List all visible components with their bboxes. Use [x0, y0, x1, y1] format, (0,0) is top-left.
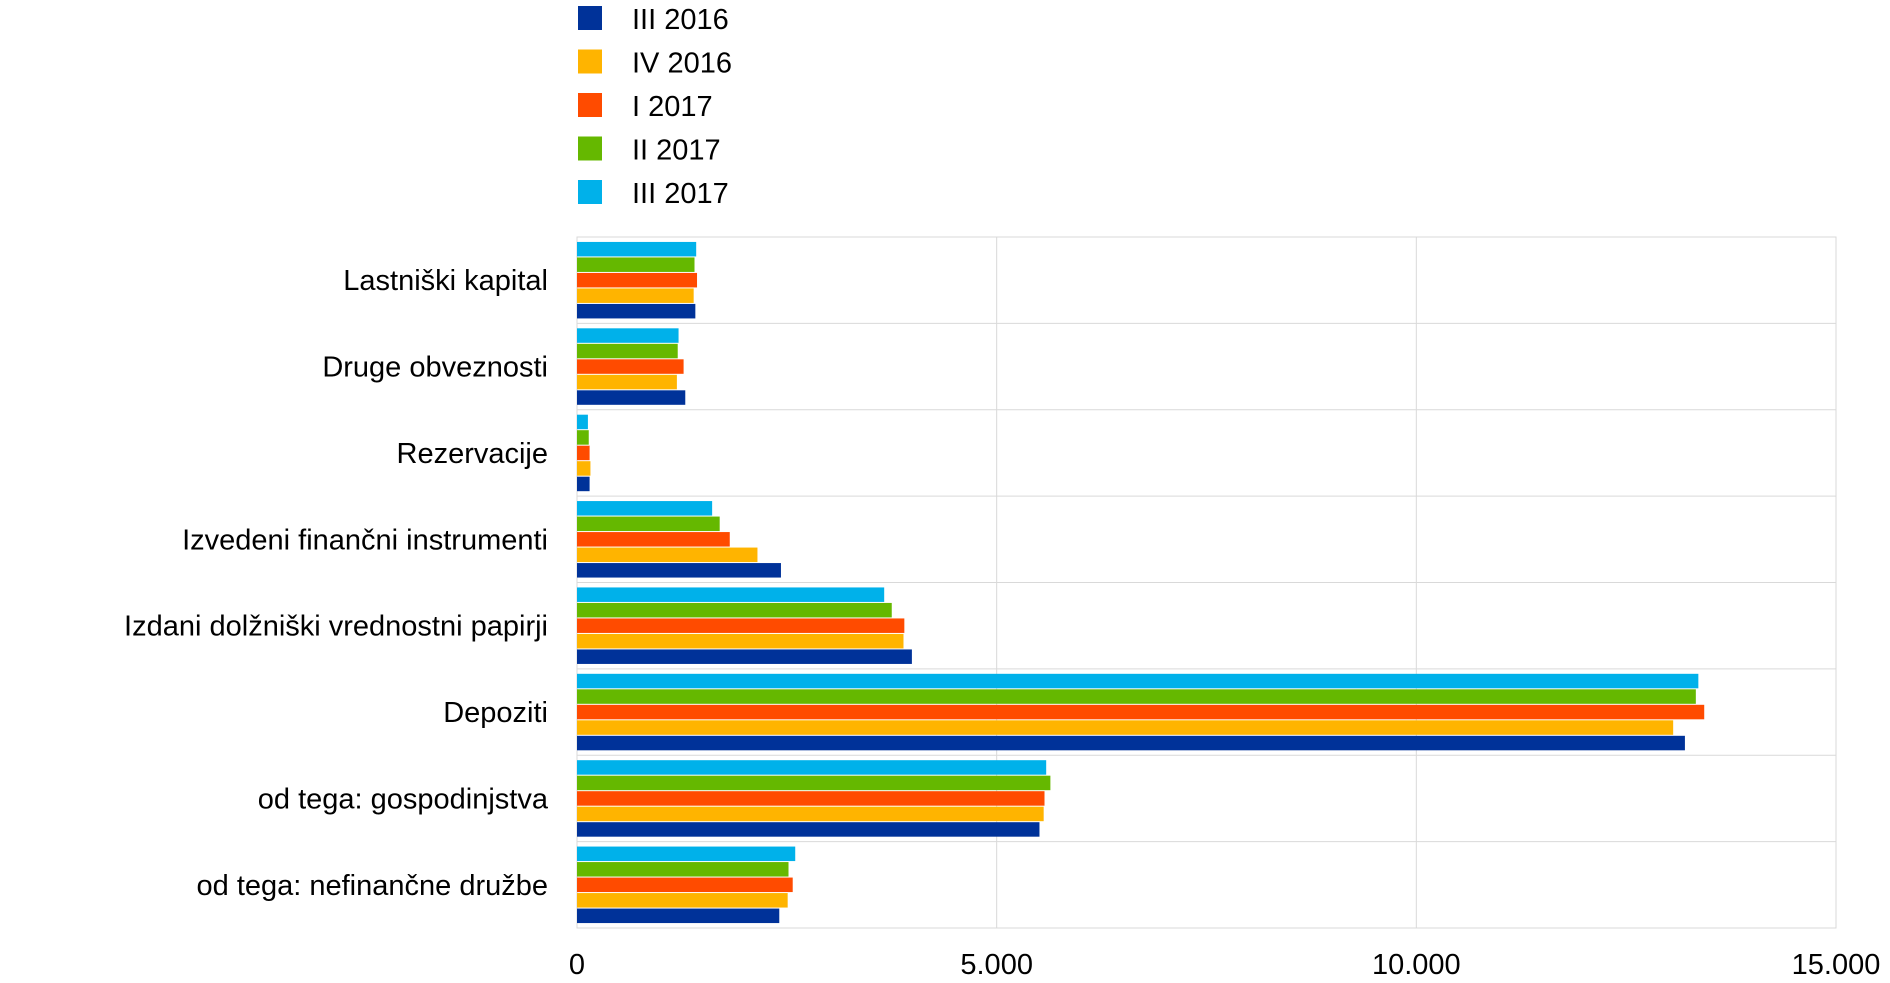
legend-label: IV 2016: [632, 48, 732, 80]
bar: [577, 257, 695, 272]
bar: [577, 893, 788, 908]
legend-label: III 2017: [632, 178, 729, 210]
bar: [577, 563, 781, 578]
bar: [577, 328, 679, 343]
bar: [577, 461, 591, 476]
y-tick-label: Izvedeni finančni instrumenti: [182, 524, 548, 556]
bar: [577, 587, 885, 602]
bar: [577, 689, 1696, 704]
bar: [577, 374, 677, 390]
bar: [577, 241, 697, 257]
bar: [577, 303, 696, 319]
bar: [577, 704, 1705, 720]
legend-label: III 2016: [632, 4, 729, 36]
legend-swatch: [578, 49, 602, 74]
bar: [577, 822, 1040, 837]
legend-swatch: [578, 180, 602, 204]
x-tick-label: 15.000: [1792, 949, 1881, 981]
y-tick-label: Izdani dolžniški vrednostni papirji: [124, 611, 548, 643]
legend-swatch: [578, 93, 602, 117]
bar: [577, 516, 720, 532]
y-tick-label: Depoziti: [443, 697, 548, 729]
x-tick-label: 5.000: [960, 949, 1033, 981]
legend-swatch: [578, 136, 602, 161]
bar: [577, 775, 1051, 791]
y-tick-label: od tega: gospodinjstva: [258, 783, 549, 815]
bar: [577, 649, 912, 664]
bar: [577, 501, 713, 516]
bar: [577, 862, 789, 877]
bar: [577, 343, 678, 359]
bar: [577, 760, 1047, 775]
legend-label: I 2017: [632, 91, 713, 123]
bar: [577, 735, 1685, 751]
bar: [577, 272, 698, 288]
bar: [577, 806, 1044, 822]
legend: III 2016 IV 2016 I 2017 II 2017 III 2017: [578, 4, 732, 210]
y-tick-label: Rezervacije: [397, 438, 549, 470]
bar: [577, 633, 904, 649]
y-tick-label: Druge obveznosti: [322, 352, 548, 384]
legend-swatch: [578, 6, 602, 30]
legend-label: II 2017: [632, 135, 721, 167]
bar: [577, 532, 730, 547]
bar: [577, 359, 684, 374]
bar: [577, 673, 1699, 689]
bar: [577, 288, 694, 303]
bar: [577, 430, 589, 445]
bar: [577, 720, 1674, 735]
bar: [577, 445, 590, 461]
x-axis-labels: 0 5.000 10.000 15.000: [569, 949, 1880, 981]
bar: [577, 602, 892, 618]
bar: [577, 877, 793, 893]
x-tick-label: 0: [569, 949, 585, 981]
bars: [577, 241, 1705, 924]
bar: [577, 476, 590, 492]
x-tick-label: 10.000: [1372, 949, 1461, 981]
bar: [577, 846, 796, 862]
y-tick-label: od tega: nefinančne družbe: [197, 870, 549, 902]
bar: [577, 547, 758, 563]
bar: [577, 908, 780, 924]
bar: [577, 414, 588, 430]
bar: [577, 390, 686, 405]
y-tick-label: Lastniški kapital: [343, 265, 548, 297]
y-axis-labels: Lastniški kapital Druge obveznosti Rezerva…: [124, 265, 549, 902]
bar: [577, 791, 1045, 806]
bar: [577, 618, 905, 633]
